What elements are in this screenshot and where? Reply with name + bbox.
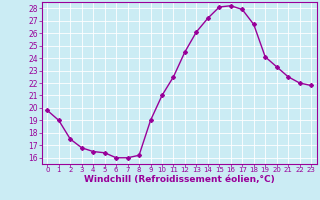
X-axis label: Windchill (Refroidissement éolien,°C): Windchill (Refroidissement éolien,°C)	[84, 175, 275, 184]
